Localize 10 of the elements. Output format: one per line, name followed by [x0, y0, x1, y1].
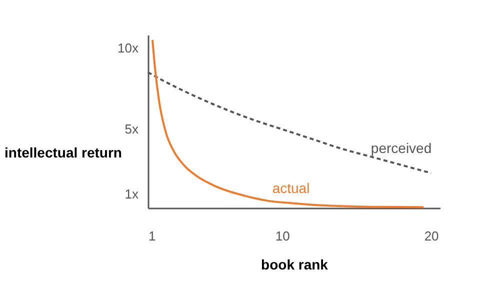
x-tick-label: 20	[424, 228, 439, 244]
y-tick-label: 5x	[124, 122, 139, 137]
y-axis-title: intellectual return	[4, 144, 122, 160]
series-label: perceived	[370, 140, 432, 156]
x-tick-label: 10	[275, 228, 290, 244]
y-tick-label: 1x	[124, 186, 139, 202]
x-tick-label: 1	[148, 228, 156, 244]
series-label: actual	[272, 180, 310, 196]
x-axis-title: book rank	[261, 256, 328, 272]
y-tick-label: 10x	[118, 40, 139, 56]
